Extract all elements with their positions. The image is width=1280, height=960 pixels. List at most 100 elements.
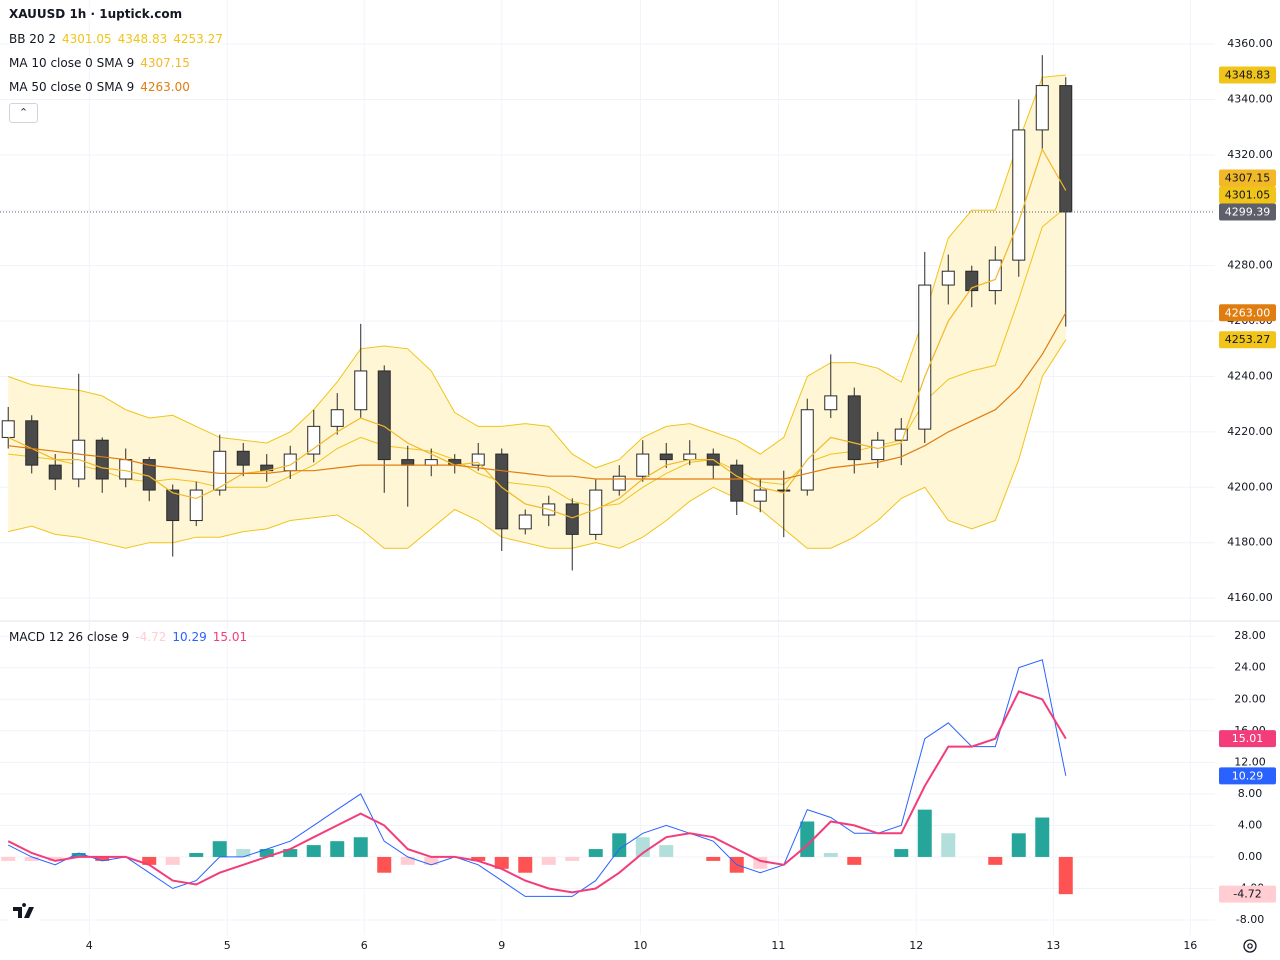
candle-body bbox=[753, 489, 767, 502]
legend-value: 4307.15 bbox=[140, 56, 190, 70]
candle-body bbox=[777, 489, 791, 492]
price-badge bbox=[1219, 767, 1276, 785]
histogram-bar bbox=[1, 856, 16, 861]
y-tick-label: 4.00 bbox=[1238, 818, 1263, 831]
y-tick-label: 4360.00 bbox=[1227, 37, 1273, 50]
legend-name: BB 20 2 bbox=[9, 32, 56, 46]
candle-body bbox=[965, 270, 979, 292]
y-tick-label: 8.00 bbox=[1238, 787, 1263, 800]
candle-body bbox=[824, 395, 838, 411]
candle-body bbox=[471, 453, 485, 466]
x-tick-label: 11 bbox=[771, 939, 785, 952]
price-badge-label: 15.01 bbox=[1232, 732, 1264, 745]
y-tick-label: -8.00 bbox=[1236, 913, 1264, 926]
x-tick-label: 13 bbox=[1046, 939, 1060, 952]
histogram-bar bbox=[24, 856, 39, 861]
x-tick-label: 9 bbox=[498, 939, 505, 952]
macd-line bbox=[7, 659, 1067, 897]
candle-body bbox=[636, 453, 650, 477]
candle-body bbox=[988, 259, 1002, 292]
candle-body bbox=[871, 439, 885, 461]
y-tick-label: 20.00 bbox=[1234, 692, 1266, 705]
histogram-bar bbox=[518, 856, 533, 873]
y-tick-label: 4340.00 bbox=[1227, 92, 1273, 105]
candle-body bbox=[730, 464, 744, 502]
collapse-button[interactable]: ⌃ bbox=[9, 103, 38, 123]
histogram-bar bbox=[988, 856, 1003, 865]
legend-name: MA 10 close 0 SMA 9 bbox=[9, 56, 135, 70]
y-tick-label: 4200.00 bbox=[1227, 480, 1273, 493]
candle-body bbox=[565, 503, 579, 535]
histogram-bar bbox=[212, 841, 227, 857]
histogram-bar bbox=[71, 853, 86, 857]
logo-bg bbox=[9, 901, 39, 923]
histogram-bar bbox=[283, 849, 298, 857]
histogram-bar bbox=[565, 856, 580, 861]
histogram-bar bbox=[1011, 833, 1026, 857]
candle-body bbox=[213, 450, 227, 491]
candle-body bbox=[25, 420, 39, 466]
histogram-bar bbox=[1058, 856, 1073, 895]
legend-name: MA 50 close 0 SMA 9 bbox=[9, 80, 135, 94]
price-badge-label: 4348.83 bbox=[1225, 68, 1271, 81]
candle-body bbox=[941, 270, 955, 286]
histogram-bar bbox=[494, 856, 509, 869]
x-tick-label: 16 bbox=[1183, 939, 1197, 952]
y-tick-label: 28.00 bbox=[1234, 629, 1266, 642]
legend-value: 4348.83 bbox=[117, 32, 168, 46]
histogram-bar bbox=[1035, 817, 1050, 857]
candle-body bbox=[48, 464, 62, 480]
moving-average bbox=[7, 147, 1067, 519]
candle-body bbox=[166, 489, 180, 522]
histogram-bar bbox=[471, 856, 486, 861]
histogram-bar bbox=[236, 849, 251, 857]
histogram-bar bbox=[659, 845, 674, 857]
histogram-bar bbox=[635, 837, 650, 857]
price-badge-label: 10.29 bbox=[1232, 769, 1264, 782]
price-badge-label: 4301.05 bbox=[1225, 188, 1271, 201]
price-badge bbox=[1219, 169, 1276, 187]
histogram-bar bbox=[400, 856, 415, 865]
price-badge bbox=[1219, 186, 1276, 204]
histogram-bar bbox=[753, 856, 768, 869]
price-badge bbox=[1219, 331, 1276, 349]
legend-row: MA 50 close 0 SMA 9 4263.00 bbox=[9, 80, 190, 94]
candle-body bbox=[189, 489, 203, 522]
candle-body bbox=[800, 409, 814, 491]
y-tick-label: 4160.00 bbox=[1227, 591, 1273, 604]
price-badge bbox=[1219, 885, 1276, 903]
histogram-bar bbox=[894, 849, 909, 857]
candle-body bbox=[377, 370, 391, 461]
y-tick-label: 0.00 bbox=[1238, 850, 1263, 863]
price-badge-label: 4253.27 bbox=[1225, 333, 1271, 346]
tradingview-logo[interactable] bbox=[9, 901, 39, 923]
histogram-bar bbox=[941, 833, 956, 857]
price-badge bbox=[1219, 730, 1276, 748]
histogram-bar bbox=[917, 809, 932, 857]
histogram-bar bbox=[259, 849, 274, 857]
histogram-bar bbox=[330, 841, 345, 857]
gear-ring bbox=[1243, 939, 1257, 953]
candle-body bbox=[424, 459, 438, 466]
title-text: XAUUSD 1h · 1uptick.com bbox=[9, 7, 183, 21]
price-badge-label: -4.72 bbox=[1233, 888, 1261, 901]
x-tick-label: 12 bbox=[909, 939, 923, 952]
candle-body bbox=[1035, 85, 1049, 131]
histogram-bar bbox=[165, 856, 180, 865]
settings-icon[interactable] bbox=[1243, 939, 1257, 953]
chart-title: XAUUSD 1h · 1uptick.com bbox=[9, 7, 183, 21]
x-tick-label: 10 bbox=[633, 939, 647, 952]
y-tick-label: 4220.00 bbox=[1227, 425, 1273, 438]
band-upper bbox=[8, 74, 1066, 469]
x-tick-label: 5 bbox=[224, 939, 231, 952]
histogram-bar bbox=[612, 833, 627, 857]
price-badge bbox=[1219, 203, 1276, 221]
candle-body bbox=[236, 450, 250, 466]
y-tick-label: 4180.00 bbox=[1227, 536, 1273, 549]
histogram-bar bbox=[424, 856, 439, 865]
histogram-bar bbox=[377, 856, 392, 873]
legend-value: 4253.27 bbox=[173, 32, 223, 46]
moving-average bbox=[8, 312, 1067, 480]
gear-hub bbox=[1247, 943, 1253, 949]
